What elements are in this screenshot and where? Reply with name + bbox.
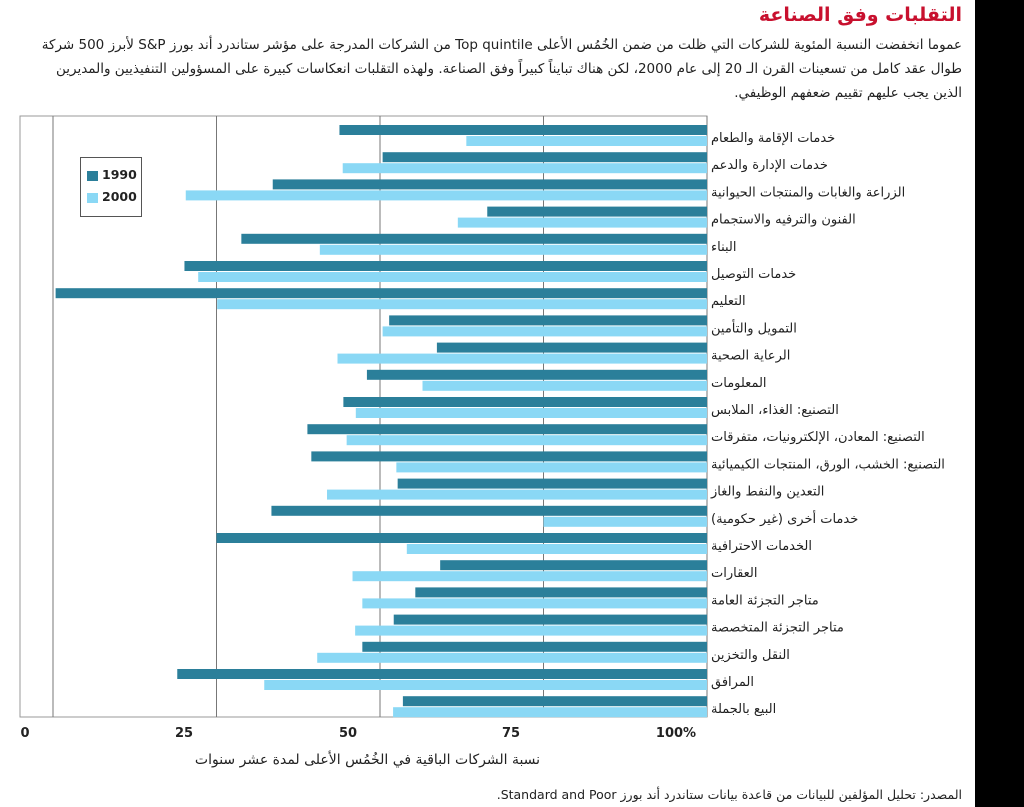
bar-1990-20 — [177, 669, 707, 679]
bar-2000-3 — [457, 217, 707, 228]
category-label-21: البيع بالجملة — [711, 702, 776, 717]
legend-label-2000: 2000 — [102, 189, 137, 204]
bar-2000-4 — [319, 244, 707, 255]
source-note: المصدر: تحليل المؤلفين للبيانات من قاعدة… — [496, 787, 962, 802]
category-label-15: الخدمات الاحترافية — [711, 539, 812, 554]
bar-2000-2 — [185, 190, 708, 201]
bar-2000-21 — [393, 707, 707, 718]
bar-1990-2 — [272, 179, 707, 190]
tick-label-3: 75 — [502, 726, 520, 741]
bar-2000-16 — [352, 571, 707, 582]
category-label-16: العقارات — [711, 566, 758, 581]
bar-1990-14 — [271, 505, 707, 516]
bar-2000-8 — [337, 353, 707, 364]
tick-label-4: 100% — [656, 726, 696, 741]
bar-2000-11 — [346, 435, 707, 446]
bar-2000-13 — [327, 489, 707, 500]
category-label-13: التعدين والنفط والغاز — [710, 485, 824, 500]
category-label-5: خدمات التوصيل — [711, 267, 796, 282]
category-label-19: النقل والتخزين — [711, 648, 790, 663]
bar-2000-15 — [406, 544, 707, 554]
bar-1990-0 — [339, 125, 707, 135]
legend-label-1990: 1990 — [102, 167, 137, 182]
bar-1990-10 — [343, 397, 707, 407]
category-label-3: الفنون والترفيه والاستجمام — [711, 213, 856, 228]
bar-2000-12 — [396, 462, 707, 473]
bar-1990-16 — [440, 560, 707, 571]
legend-swatch-2000 — [87, 192, 98, 203]
page-edge-bar — [975, 0, 1024, 807]
bar-2000-9 — [422, 380, 707, 391]
bar-2000-0 — [466, 136, 707, 146]
bar-1990-15 — [216, 533, 707, 543]
chart-title: التقلبات وفق الصناعة — [758, 4, 962, 26]
bar-1990-8 — [436, 342, 707, 353]
category-label-20: المرافق — [711, 675, 754, 690]
bar-1990-5 — [184, 261, 708, 271]
bar-1990-9 — [366, 369, 707, 380]
category-label-4: البناء — [711, 240, 737, 255]
chart-subtitle: عموما انخفضت النسبة المئوية للشركات التي… — [41, 37, 962, 101]
bar-2000-1 — [342, 163, 707, 174]
bar-1990-21 — [402, 696, 707, 707]
x-axis-label: نسبة الشركات الباقية في الخُمُس الأعلى ل… — [194, 752, 541, 768]
bar-1990-3 — [487, 206, 707, 217]
category-label-7: التمويل والتأمين — [711, 318, 797, 336]
category-label-17: متاجر التجزئة العامة — [711, 593, 819, 608]
category-label-8: الرعاية الصحية — [711, 349, 790, 364]
bar-2000-20 — [264, 680, 707, 690]
category-label-6: التعليم — [711, 294, 746, 309]
category-label-0: خدمات الإقامة والطعام — [711, 131, 835, 146]
bar-2000-19 — [317, 652, 707, 663]
category-label-1: خدمات الإدارة والدعم — [711, 158, 828, 173]
tick-label-2: 50 — [339, 726, 357, 741]
bar-1990-13 — [397, 478, 707, 489]
bar-2000-6 — [217, 299, 708, 310]
category-label-14: خدمات أخرى (غير حكومية) — [711, 510, 858, 527]
tick-label-0: 0 — [20, 726, 29, 741]
bar-1990-18 — [393, 614, 707, 625]
bar-1990-17 — [415, 587, 707, 598]
tick-label-1: 25 — [175, 726, 193, 741]
legend-swatch-1990 — [87, 170, 98, 181]
bar-2000-14 — [543, 516, 707, 527]
bar-2000-7 — [382, 326, 707, 337]
category-label-12: التصنيع: الخشب، الورق، المنتجات الكيميائ… — [711, 457, 945, 472]
category-label-18: متاجر التجزئة المتخصصة — [711, 621, 844, 636]
bar-1990-11 — [307, 424, 707, 435]
legend-item-1990: 1990 — [87, 167, 137, 182]
bar-2000-18 — [355, 625, 707, 636]
bar-1990-1 — [382, 152, 707, 163]
bar-1990-12 — [311, 451, 707, 462]
category-label-10: التصنيع: الغذاء، الملابس — [711, 403, 839, 418]
bar-2000-5 — [198, 272, 708, 282]
bar-1990-4 — [241, 233, 708, 244]
category-label-11: التصنيع: المعادن، الإلكترونيات، متفرقات — [711, 430, 925, 445]
bar-2000-10 — [355, 408, 707, 418]
bar-1990-7 — [389, 315, 707, 326]
legend-item-2000: 2000 — [87, 189, 137, 204]
bar-1990-19 — [362, 641, 707, 652]
category-label-9: المعلومات — [711, 376, 767, 391]
bar-2000-17 — [362, 598, 707, 609]
bar-1990-6 — [55, 288, 707, 299]
category-label-2: الزراعة والغابات والمنتجات الحيوانية — [711, 185, 905, 200]
legend: 1990 2000 — [80, 157, 142, 217]
